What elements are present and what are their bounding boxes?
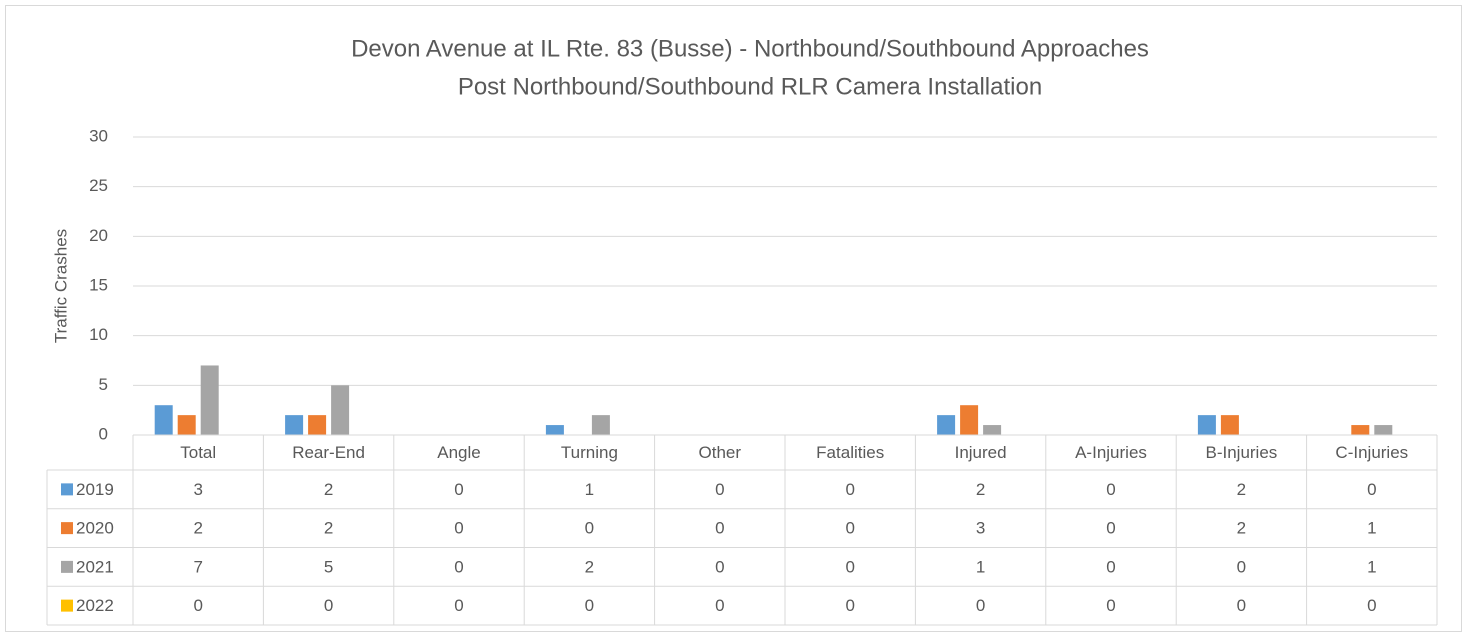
table-value: 0 [454,557,463,576]
table-value: 0 [715,596,724,615]
table-value: 2 [976,480,985,499]
legend-label: 2020 [76,519,114,538]
y-axis-label: Traffic Crashes [51,229,70,343]
legend-label: 2021 [76,557,114,576]
chart-border [5,5,1462,632]
bar [177,415,196,435]
table-value: 0 [454,480,463,499]
legend-swatch [61,560,73,573]
table-value: 2 [585,557,594,576]
x-tick-label: Angle [437,443,480,462]
bar [960,405,979,435]
table-value: 2 [193,519,202,538]
table-value: 0 [454,519,463,538]
table-value: 0 [193,596,202,615]
y-tick-label: 0 [99,424,108,443]
legend-swatch [61,599,73,612]
table-value: 7 [193,557,202,576]
bar [545,425,564,435]
y-tick-label: 20 [89,226,108,245]
bar [154,405,173,435]
table-value: 0 [585,519,594,538]
bar [937,415,956,435]
y-tick-label: 10 [89,325,108,344]
table-value: 0 [845,519,854,538]
x-tick-label: Other [699,443,742,462]
table-value: 0 [1106,519,1115,538]
bar [1220,415,1239,435]
legend-swatch [61,483,73,496]
x-tick-label: Turning [561,443,618,462]
y-tick-label: 30 [89,126,108,145]
table-value: 1 [585,480,594,499]
table-value: 0 [585,596,594,615]
x-tick-label: Rear-End [292,443,365,462]
bar [285,415,304,435]
legend-label: 2019 [76,480,114,499]
y-tick-label: 15 [89,275,108,294]
table-value: 0 [1237,557,1246,576]
table-value: 0 [454,596,463,615]
table-value: 2 [324,480,333,499]
bar [1197,415,1216,435]
bar [200,365,219,435]
x-tick-label: Total [180,443,216,462]
table-value: 0 [1106,480,1115,499]
bar [983,425,1002,435]
x-tick-label: Fatalities [816,443,884,462]
table-value: 0 [715,557,724,576]
table-value: 0 [324,596,333,615]
y-tick-label: 5 [99,375,108,394]
bar [331,385,350,435]
table-value: 2 [1237,480,1246,499]
y-tick-label: 25 [89,176,108,195]
table-value: 0 [715,519,724,538]
legend-swatch [61,522,73,535]
chart-subtitle: Post Northbound/Southbound RLR Camera In… [458,73,1042,100]
table-value: 0 [1237,596,1246,615]
table-value: 0 [1367,480,1376,499]
chart-title: Devon Avenue at IL Rte. 83 (Busse) - Nor… [351,35,1149,62]
table-value: 1 [1367,519,1376,538]
table-value: 0 [1367,596,1376,615]
table-value: 2 [324,519,333,538]
x-tick-label: Injured [955,443,1007,462]
bar [1351,425,1370,435]
bar [308,415,327,435]
x-tick-label: B-Injuries [1205,443,1277,462]
table-value: 0 [845,557,854,576]
table-value: 0 [845,596,854,615]
table-value: 3 [193,480,202,499]
table-value: 1 [976,557,985,576]
table-value: 1 [1367,557,1376,576]
bar [1374,425,1393,435]
x-tick-label: C-Injuries [1335,443,1408,462]
table-value: 0 [845,480,854,499]
bar [591,415,610,435]
x-tick-label: A-Injuries [1075,443,1147,462]
table-value: 0 [715,480,724,499]
table-value: 5 [324,557,333,576]
table-value: 2 [1237,519,1246,538]
table-value: 0 [1106,596,1115,615]
table-value: 0 [1106,557,1115,576]
table-value: 0 [976,596,985,615]
legend-label: 2022 [76,596,114,615]
table-value: 3 [976,519,985,538]
